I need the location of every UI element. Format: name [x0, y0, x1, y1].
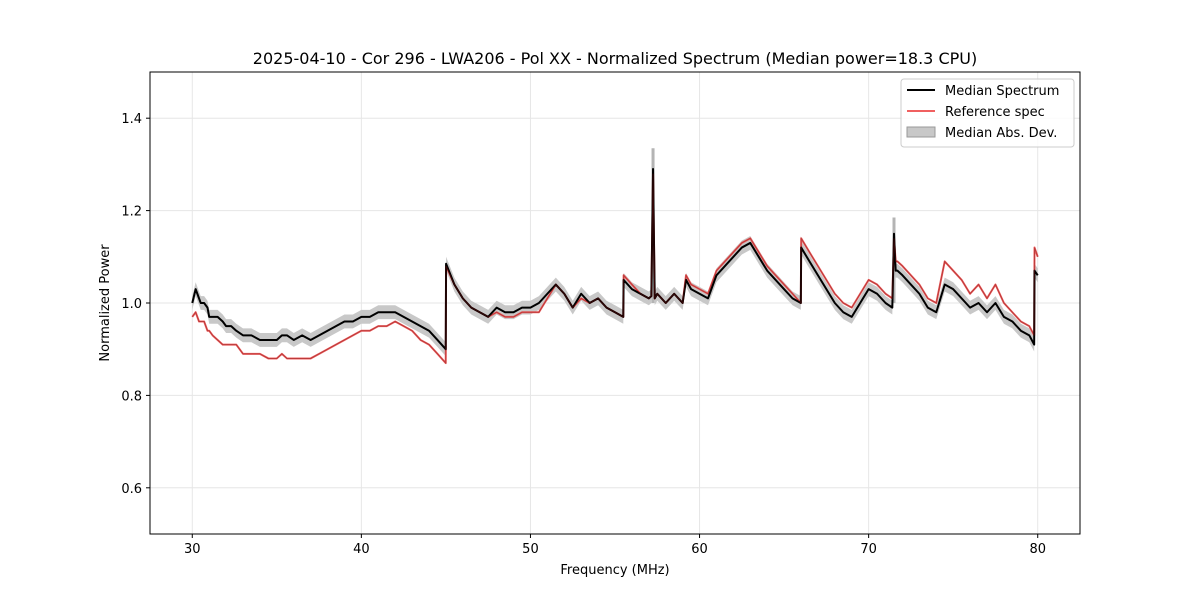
mad-band: [192, 162, 1038, 357]
x-tick-label: 50: [522, 542, 539, 557]
x-tick-label: 60: [691, 542, 708, 557]
x-tick-label: 30: [184, 542, 201, 557]
y-axis-label: Normalized Power: [98, 244, 113, 362]
median-spectrum-line: [191, 168, 1039, 351]
x-tick-label: 70: [860, 542, 877, 557]
y-tick-label: 0.6: [121, 482, 142, 497]
y-axis-ticks: 0.6 0.8 1.0 1.2 1.4: [121, 112, 150, 497]
legend-box: [900, 78, 1075, 148]
x-axis-label: Frequency (MHz): [560, 563, 669, 578]
legend-median-label: Median Spectrum: [945, 84, 1059, 99]
y-tick-label: 1.4: [121, 112, 142, 127]
legend-mad-label: Median Abs. Dev.: [945, 126, 1057, 141]
series-layer: [191, 168, 1039, 365]
x-tick-label: 40: [353, 542, 370, 557]
legend-mad-swatch: [906, 126, 936, 138]
y-tick-label: 1.0: [121, 297, 142, 312]
reference-overlay-line: [191, 173, 1039, 365]
legend-reference-label: Reference spec: [945, 105, 1045, 120]
legend: Median Spectrum Reference spec Median Ab…: [900, 78, 1075, 148]
mad-band-layer: [192, 148, 1038, 357]
x-axis-ticks: 30 40 50 60 70 80: [184, 534, 1046, 557]
x-tick-label: 80: [1029, 542, 1046, 557]
chart-title: 2025-04-10 - Cor 296 - LWA206 - Pol XX -…: [253, 49, 977, 68]
y-tick-label: 0.8: [121, 389, 142, 404]
y-tick-label: 1.2: [121, 205, 142, 220]
